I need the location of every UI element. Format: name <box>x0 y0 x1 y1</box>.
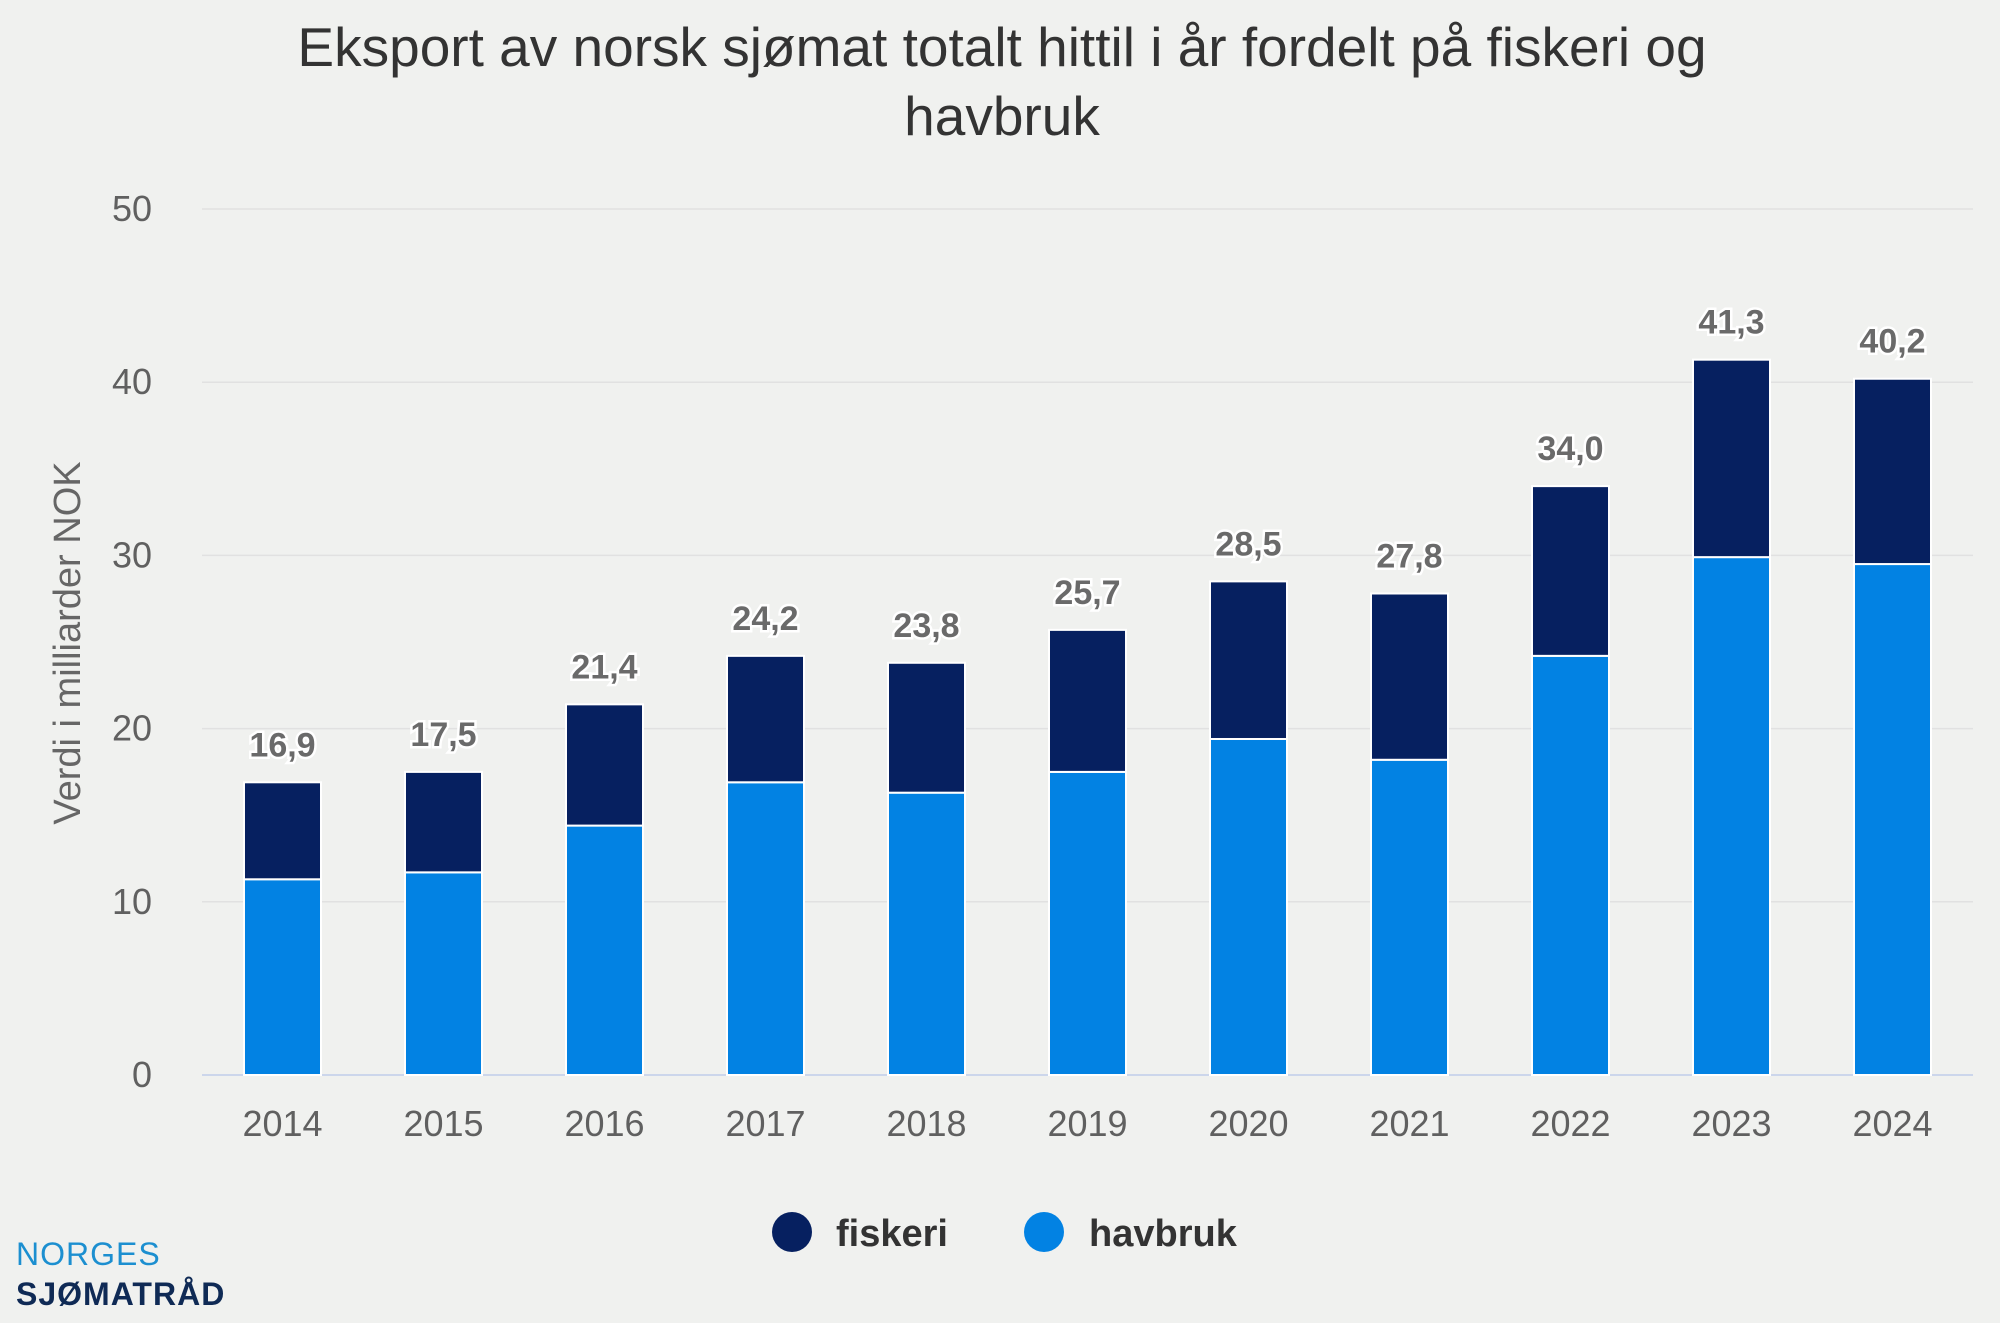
total-data-label: 40,2 <box>1859 323 1925 361</box>
total-data-label: 17,5 <box>410 716 476 754</box>
x-tick-label: 2017 <box>725 1103 805 1144</box>
data-labels: 16,9 17,5 21,4 24,2 23,8 25,7 28,5 27,8 34,0 41,3… <box>247 301 1928 767</box>
y-tick-label: 20 <box>112 708 152 749</box>
bar-fiskeri-2021[interactable] <box>1370 592 1449 761</box>
bar-fiskeri-2015[interactable] <box>404 770 483 874</box>
chart-title-line-2: havbruk <box>904 85 1100 147</box>
x-tick-label: 2015 <box>403 1103 483 1144</box>
y-tick-label: 50 <box>112 188 152 229</box>
y-axis-label: Verdi i milliarder NOK <box>47 461 89 824</box>
x-tick-label: 2023 <box>1691 1103 1771 1144</box>
total-data-label: 34,0 <box>1537 430 1603 468</box>
x-tick-label: 2021 <box>1369 1103 1449 1144</box>
y-tick-label: 40 <box>112 361 152 402</box>
bar-fiskeri-2017[interactable] <box>726 654 805 784</box>
legend-marker-havbruk[interactable] <box>1024 1212 1064 1252</box>
x-tick-label: 2022 <box>1530 1103 1610 1144</box>
bar-havbruk-2022[interactable] <box>1531 654 1610 1077</box>
x-tick-label: 2014 <box>242 1103 322 1144</box>
x-tick-label: 2016 <box>564 1103 644 1144</box>
x-tick-label: 2020 <box>1208 1103 1288 1144</box>
legend-label-havbruk[interactable]: havbruk <box>1089 1213 1238 1255</box>
total-data-label: 23,8 <box>893 607 959 645</box>
y-tick-label: 0 <box>132 1054 152 1095</box>
bar-havbruk-2017[interactable] <box>726 781 805 1076</box>
x-tick-label: 2018 <box>886 1103 966 1144</box>
x-axis-ticks: 2014 2015 2016 2017 2018 2019 2020 2021 2022 2023… <box>242 1103 1932 1144</box>
bar-fiskeri-2020[interactable] <box>1209 580 1288 740</box>
y-tick-label: 10 <box>112 881 152 922</box>
chart-title-line-1: Eksport av norsk sjømat totalt hittil i … <box>297 16 1706 78</box>
chart-title: Eksport av norsk sjømat totalt hittil i … <box>297 16 1706 147</box>
bar-havbruk-2014[interactable] <box>243 878 322 1076</box>
total-data-label: 25,7 <box>1054 574 1120 612</box>
total-data-label: 41,3 <box>1698 304 1764 342</box>
bar-fiskeri-2014[interactable] <box>243 781 322 881</box>
legend[interactable]: fiskeri havbruk <box>772 1212 1238 1255</box>
total-data-label: 16,9 <box>249 726 315 764</box>
bar-havbruk-2015[interactable] <box>404 871 483 1077</box>
bar-fiskeri-2019[interactable] <box>1048 628 1127 773</box>
bars <box>243 358 1932 1077</box>
bar-fiskeri-2022[interactable] <box>1531 485 1610 657</box>
total-data-label: 27,8 <box>1376 538 1442 576</box>
bar-havbruk-2019[interactable] <box>1048 770 1127 1077</box>
x-tick-label: 2019 <box>1047 1103 1127 1144</box>
bar-fiskeri-2016[interactable] <box>565 703 644 827</box>
norges-sjomatrad-logo: NORGES SJØMATRÅD <box>16 1236 225 1312</box>
total-data-label: 28,5 <box>1215 525 1281 563</box>
total-data-label: 24,2 <box>732 600 798 638</box>
bar-fiskeri-2024[interactable] <box>1853 377 1932 566</box>
legend-label-fiskeri[interactable]: fiskeri <box>836 1213 948 1255</box>
y-axis-ticks: 0 10 20 30 40 50 <box>112 188 152 1095</box>
legend-marker-fiskeri[interactable] <box>772 1212 812 1252</box>
bar-havbruk-2021[interactable] <box>1370 758 1449 1076</box>
bar-havbruk-2024[interactable] <box>1853 563 1932 1076</box>
bar-fiskeri-2018[interactable] <box>887 661 966 794</box>
total-data-label: 21,4 <box>571 648 637 686</box>
bar-havbruk-2016[interactable] <box>565 824 644 1076</box>
bar-havbruk-2018[interactable] <box>887 791 966 1077</box>
logo-line-1: NORGES <box>16 1236 161 1272</box>
bar-havbruk-2023[interactable] <box>1692 556 1771 1076</box>
bar-fiskeri-2023[interactable] <box>1692 358 1771 559</box>
logo-line-2: SJØMATRÅD <box>16 1276 225 1312</box>
y-tick-label: 30 <box>112 534 152 575</box>
bar-havbruk-2020[interactable] <box>1209 737 1288 1076</box>
x-tick-label: 2024 <box>1852 1103 1932 1144</box>
